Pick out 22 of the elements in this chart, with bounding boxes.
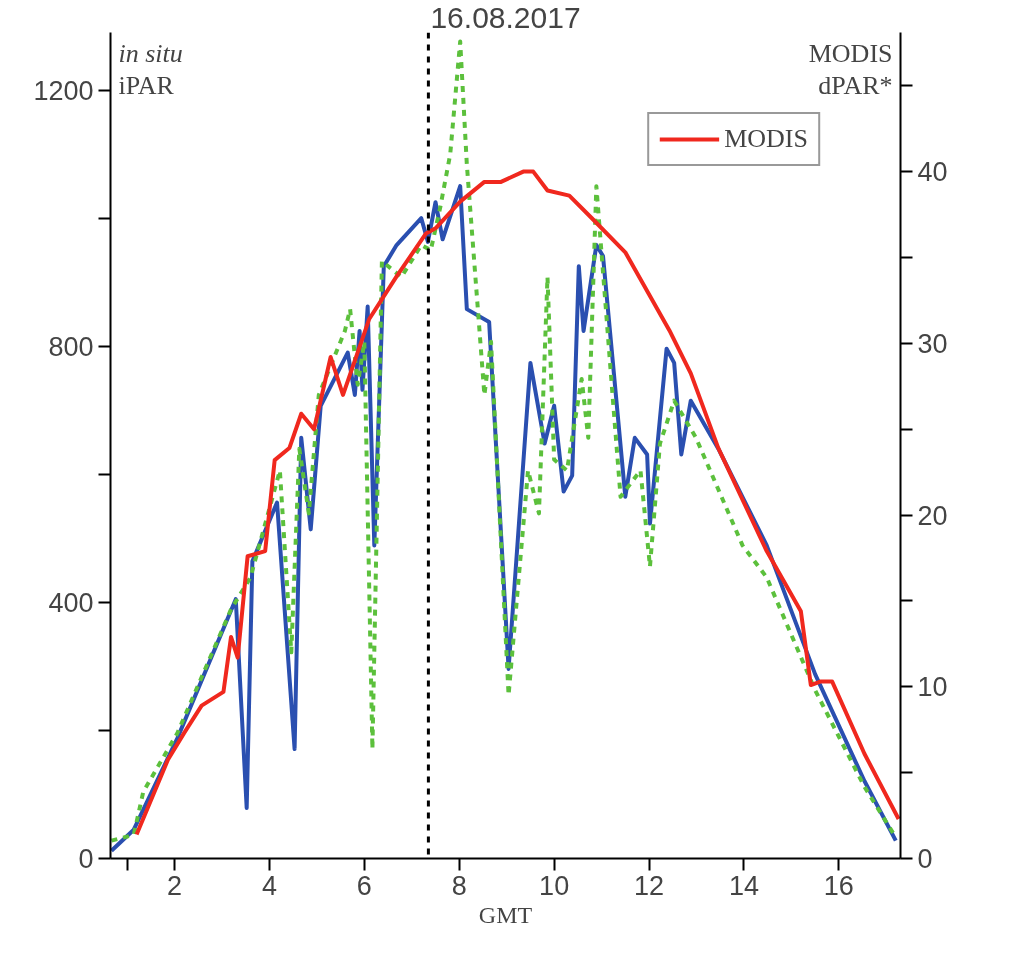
x-tick-label: 2: [167, 870, 183, 901]
x-tick-label: 8: [451, 870, 467, 901]
x-tick-label: 12: [634, 870, 665, 901]
x-tick-label: 14: [728, 870, 759, 901]
y2-tick-label: 30: [917, 328, 948, 359]
y-tick-label: 800: [48, 331, 94, 362]
y2-axis-title: MODIS dPAR*: [808, 38, 893, 100]
x-tick-label: 10: [539, 870, 570, 901]
y-axis-title: in situ iPAR: [118, 38, 183, 100]
chart-title: 16.08.2017: [430, 0, 581, 34]
y2-tick-label: 10: [917, 672, 948, 703]
y-tick-label: 1200: [33, 75, 94, 106]
y-tick-label: 400: [48, 587, 94, 618]
x-axis-title: GMT: [478, 901, 533, 928]
x-tick-label: 4: [261, 870, 277, 901]
x-tick-label: 16: [823, 870, 854, 901]
y2-tick-label: 0: [917, 844, 933, 874]
y-tick-label: 0: [78, 844, 94, 874]
x-tick-label: 6: [356, 870, 372, 901]
legend-label: MODIS: [724, 124, 808, 154]
y2-tick-label: 40: [917, 157, 948, 188]
y2-tick-label: 20: [917, 500, 948, 531]
